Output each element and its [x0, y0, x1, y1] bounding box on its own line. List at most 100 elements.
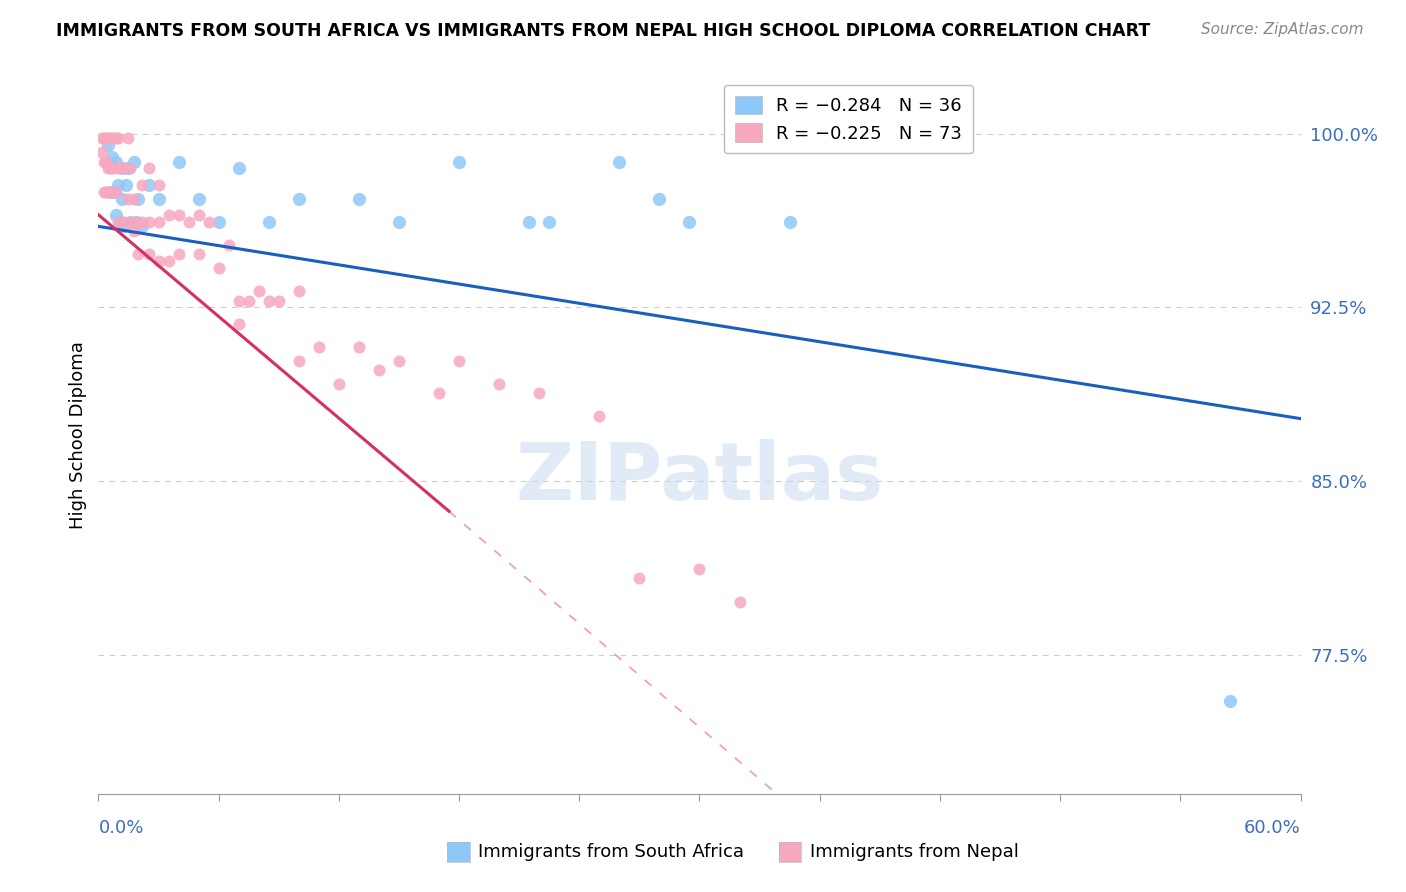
Point — [288, 353, 311, 368]
Text: Immigrants from South Africa: Immigrants from South Africa — [478, 843, 744, 861]
Point — [288, 192, 311, 206]
Point — [117, 161, 139, 176]
Point — [131, 178, 153, 192]
Point — [107, 178, 129, 192]
Point — [131, 215, 153, 229]
Point — [101, 161, 124, 176]
Point — [688, 562, 710, 576]
Point — [148, 215, 170, 229]
Point — [187, 247, 209, 261]
Point — [1219, 694, 1241, 708]
Point — [101, 185, 124, 199]
Point — [105, 185, 128, 199]
Point — [103, 161, 125, 176]
Text: Immigrants from Nepal: Immigrants from Nepal — [810, 843, 1019, 861]
Point — [128, 215, 150, 229]
Point — [609, 154, 631, 169]
Point — [267, 293, 290, 308]
Point — [103, 185, 125, 199]
Point — [347, 192, 370, 206]
Point — [187, 192, 209, 206]
Point — [228, 161, 250, 176]
Point — [208, 261, 231, 276]
Point — [105, 208, 128, 222]
Point — [187, 208, 209, 222]
Point — [368, 363, 391, 377]
Point — [114, 161, 136, 176]
Point — [100, 161, 122, 176]
Point — [128, 192, 150, 206]
Point — [124, 224, 146, 238]
Point — [110, 215, 132, 229]
Point — [257, 293, 280, 308]
Point — [114, 215, 136, 229]
Point — [447, 353, 470, 368]
Text: Source: ZipAtlas.com: Source: ZipAtlas.com — [1201, 22, 1364, 37]
Point — [105, 131, 128, 145]
Point — [97, 185, 120, 199]
Point — [238, 293, 260, 308]
Point — [105, 154, 128, 169]
Point — [120, 215, 142, 229]
Point — [628, 571, 651, 585]
Point — [120, 215, 142, 229]
Point — [728, 594, 751, 608]
Point — [117, 192, 139, 206]
Point — [91, 131, 114, 145]
Point — [111, 161, 134, 176]
Point — [488, 376, 510, 391]
Point — [111, 161, 134, 176]
Y-axis label: High School Diploma: High School Diploma — [69, 341, 87, 529]
Text: 0.0%: 0.0% — [98, 819, 143, 837]
Point — [96, 154, 118, 169]
Text: 60.0%: 60.0% — [1244, 819, 1301, 837]
Point — [93, 131, 115, 145]
Point — [228, 317, 250, 331]
Point — [107, 131, 129, 145]
Point — [447, 154, 470, 169]
Point — [93, 185, 115, 199]
Point — [157, 254, 180, 268]
Point — [538, 215, 561, 229]
Point — [100, 185, 122, 199]
Point — [96, 131, 118, 145]
Point — [388, 353, 411, 368]
Point — [111, 192, 134, 206]
Point — [103, 131, 125, 145]
Point — [115, 178, 138, 192]
Legend: R = −0.284   N = 36, R = −0.225   N = 73: R = −0.284 N = 36, R = −0.225 N = 73 — [724, 85, 973, 153]
Point — [97, 138, 120, 153]
Point — [100, 131, 122, 145]
Point — [131, 219, 153, 234]
Point — [114, 219, 136, 234]
Point — [157, 208, 180, 222]
Point — [177, 215, 200, 229]
Point — [257, 215, 280, 229]
Point — [138, 215, 160, 229]
Point — [347, 340, 370, 354]
Point — [218, 238, 240, 252]
Point — [288, 284, 311, 298]
Point — [124, 154, 146, 169]
Point — [308, 340, 330, 354]
Point — [138, 178, 160, 192]
Point — [117, 131, 139, 145]
Point — [91, 145, 114, 160]
Point — [779, 215, 801, 229]
Point — [427, 386, 450, 401]
Point — [167, 247, 190, 261]
Point — [517, 215, 540, 229]
Point — [101, 131, 124, 145]
Text: ZIPatlas: ZIPatlas — [516, 439, 883, 517]
Point — [197, 215, 219, 229]
Point — [167, 208, 190, 222]
Point — [388, 215, 411, 229]
Point — [93, 154, 115, 169]
Point — [328, 376, 350, 391]
Point — [96, 185, 118, 199]
Point — [97, 161, 120, 176]
Point — [247, 284, 270, 298]
Point — [138, 247, 160, 261]
Point — [107, 215, 129, 229]
Point — [588, 409, 610, 424]
